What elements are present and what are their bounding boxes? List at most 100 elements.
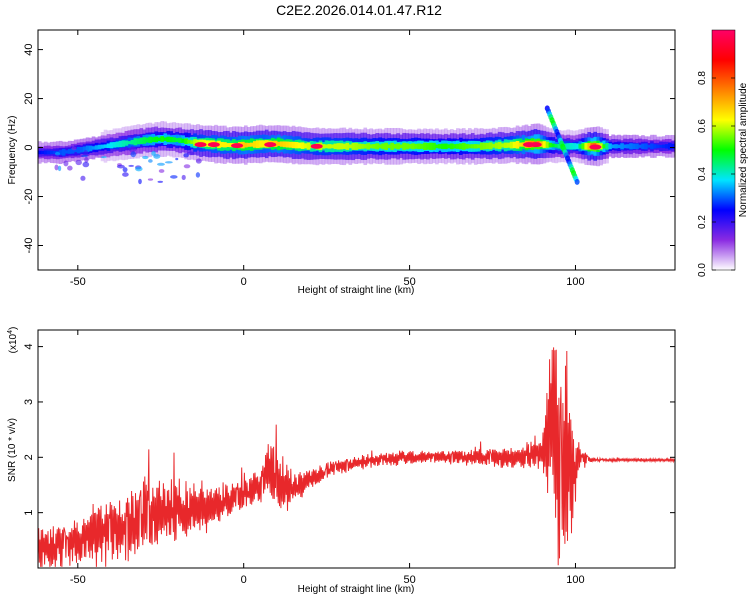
heatmap-blob — [186, 151, 195, 156]
heatmap-blob — [164, 161, 173, 164]
heatmap-cell — [587, 142, 591, 150]
heatmap-cell — [548, 142, 553, 148]
heatmap-cell — [297, 142, 302, 149]
heatmap-cell — [294, 142, 299, 149]
heatmap-cell — [638, 144, 642, 148]
heatmap-cell — [151, 137, 156, 143]
heatmap-cell — [545, 141, 550, 148]
heatmap-cell — [46, 150, 51, 155]
heatmap-cell — [426, 142, 430, 150]
heatmap-cell — [456, 143, 460, 149]
heatmap-cell — [447, 144, 451, 149]
heatmap-cell — [291, 141, 296, 149]
heatmap-cell — [429, 142, 433, 150]
heatmap-cell — [339, 143, 344, 150]
heatmap-blob — [158, 169, 165, 173]
heatmap-cell — [453, 144, 457, 149]
heatmap-hotspot — [231, 143, 244, 149]
x-tick-label: 50 — [403, 276, 415, 288]
heatmap-blob — [148, 159, 153, 163]
heatmap-cell — [306, 142, 311, 150]
heatmap-cell — [653, 144, 657, 149]
snr-y-label: SNR (10 * v/v) — [7, 418, 18, 482]
heatmap-cell — [420, 143, 424, 149]
heatmap-blob — [128, 146, 137, 153]
heatmap-cell — [467, 144, 472, 149]
heatmap-cell — [220, 141, 224, 148]
heatmap-cell — [485, 142, 490, 150]
heatmap-cell — [611, 144, 615, 149]
heatmap-blob — [147, 178, 154, 181]
heatmap-cell — [247, 142, 251, 147]
heatmap-cell — [497, 141, 502, 150]
heatmap-cell — [366, 143, 371, 150]
heatmap-cell — [252, 141, 257, 148]
heatmap-cell — [184, 138, 188, 145]
heatmap-cell — [115, 141, 120, 148]
heatmap-cell — [157, 137, 162, 141]
heatmap-cell — [551, 143, 556, 148]
heatmap-cell — [402, 142, 406, 150]
heatmap-cell — [476, 144, 481, 149]
heatmap-blob — [195, 172, 201, 178]
heatmap-cell — [450, 143, 454, 150]
heatmap-cell — [88, 145, 93, 152]
colorbar: 0.0 0.2 0.4 0.6 0.8 Normalized spectral ampl… — [697, 29, 749, 277]
heatmap-cell — [509, 141, 514, 149]
heatmap-cell — [441, 143, 445, 150]
heatmap-cell — [324, 144, 329, 149]
heatmap-cell — [671, 143, 675, 149]
spectrogram-ticks: -50 0 50 100 -40 -20 0 20 40 — [23, 30, 675, 288]
heatmap-cell — [464, 143, 469, 149]
heatmap-cell — [52, 151, 57, 154]
heatmap-cell — [100, 144, 105, 149]
y-tick-label: 1 — [23, 510, 35, 516]
heatmap-cell — [584, 142, 589, 150]
y-tick-label: 2 — [23, 454, 35, 460]
spectrogram-heatmap — [38, 105, 675, 185]
heatmap-cell — [163, 137, 167, 141]
heatmap-cell — [276, 141, 281, 146]
spectrogram-ridge — [38, 121, 675, 167]
heatmap-cell — [393, 144, 397, 149]
heatmap-cell — [133, 138, 138, 146]
heatmap-hotspot — [589, 144, 602, 150]
heatmap-cell — [506, 142, 511, 148]
heatmap-cell — [193, 139, 197, 146]
heatmap-cell — [136, 138, 141, 145]
heatmap-blob — [57, 165, 62, 172]
heatmap-cell — [414, 143, 418, 149]
snr-series-line — [38, 347, 675, 567]
colorbar-tick-label: 0.0 — [697, 263, 708, 277]
colorbar-ticks: 0.0 0.2 0.4 0.6 0.8 — [697, 71, 735, 277]
heatmap-blob — [83, 150, 89, 157]
heatmap-cell — [357, 143, 362, 150]
heatmap-cell — [223, 142, 227, 148]
y-tick-label: -20 — [23, 189, 35, 205]
heatmap-cell — [160, 136, 165, 142]
heatmap-cell — [321, 144, 326, 149]
heatmap-cell — [605, 143, 609, 150]
heatmap-blob — [75, 159, 82, 166]
heatmap-cell — [103, 144, 108, 148]
heatmap-cell — [175, 138, 179, 143]
heatmap-cell — [43, 150, 48, 155]
colorbar-tick-label: 0.6 — [697, 119, 708, 133]
heatmap-cell — [405, 143, 409, 150]
heatmap-cell — [127, 141, 132, 145]
heatmap-cell — [575, 143, 580, 150]
heatmap-cell — [121, 140, 126, 147]
heatmap-cell — [557, 143, 562, 149]
heatmap-cell — [205, 140, 209, 147]
heatmap-cell — [462, 142, 466, 150]
heatmap-cell — [327, 144, 332, 149]
heatmap-hotspot — [194, 142, 207, 148]
heatmap-cell — [187, 139, 191, 144]
heatmap-cell — [503, 142, 508, 149]
heatmap-cell — [372, 143, 377, 149]
heatmap-blob — [142, 155, 149, 160]
snr-x-label: Height of straight line (km) — [298, 584, 415, 595]
colorbar-label: Normalized spectral amplitude — [738, 82, 749, 217]
heatmap-cell — [390, 142, 394, 150]
